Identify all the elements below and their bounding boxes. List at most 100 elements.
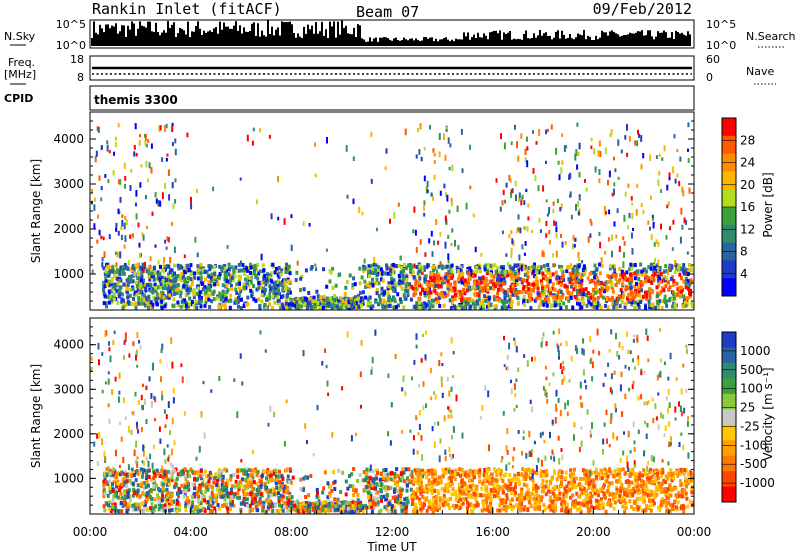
heatmap-cell [305,305,309,310]
heatmap-cell [152,266,156,271]
heatmap-cell [547,296,550,301]
heatmap-cell [435,277,439,282]
heatmap-cell [519,227,522,234]
heatmap-cell [294,278,298,282]
heatmap-cell [464,303,468,308]
heatmap-cell [524,290,528,294]
heatmap-cell [253,268,256,273]
heatmap-cell [603,206,606,210]
heatmap-cell [538,217,541,223]
heatmap-cell [418,265,421,270]
heatmap-cell [242,304,246,308]
heatmap-cell [137,272,141,277]
heatmap-cell [447,137,450,144]
heatmap-cell [653,490,657,495]
heatmap-cell [370,263,374,268]
heatmap-cell [512,278,516,283]
heatmap-cell [604,509,608,514]
heatmap-cell [235,282,239,287]
heatmap-cell [450,269,454,273]
heatmap-cell [663,145,666,152]
heatmap-cell [569,277,573,282]
heatmap-cell [129,267,133,272]
heatmap-cell [624,302,628,306]
heatmap-cell [448,475,452,480]
heatmap-cell [212,480,216,485]
heatmap-cell [649,266,653,271]
heatmap-cell [467,478,471,483]
heatmap-cell [444,241,447,249]
heatmap-cell [597,493,600,498]
heatmap-cell [266,505,270,510]
heatmap-cell [179,490,183,495]
heatmap-cell [423,277,427,282]
heatmap-cell [568,265,571,270]
heatmap-cell [154,297,158,302]
heatmap-cell [392,278,396,283]
heatmap-cell [232,268,236,273]
heatmap-cell [574,280,578,285]
heatmap-cell [251,140,254,146]
heatmap-cell [577,211,580,216]
heatmap-cell [500,133,502,140]
heatmap-cell [589,479,593,484]
heatmap-cell [446,279,450,284]
heatmap-cell [666,476,670,481]
heatmap-cell [175,476,179,481]
heatmap-cell [329,270,333,275]
heatmap-cell [165,157,168,162]
heatmap-cell [512,266,515,271]
heatmap-cell [613,302,617,306]
heatmap-cell [550,303,554,308]
heatmap-cell [311,299,315,304]
heatmap-cell [406,476,409,481]
heatmap-cell [382,291,386,296]
heatmap-cell [407,286,411,290]
heatmap-cell [551,272,555,277]
heatmap-cell [452,304,456,309]
heatmap-cell [152,469,156,474]
heatmap-cell [457,482,461,487]
heatmap-cell [214,281,218,286]
heatmap-cell [183,280,187,285]
heatmap-cell [225,279,229,284]
heatmap-cell [294,296,298,301]
heatmap-cell [598,232,601,236]
heatmap-cell [333,487,337,491]
y-tick-label: 1000 [53,267,84,281]
heatmap-cell [517,227,520,232]
heatmap-cell [436,476,440,481]
heatmap-cell [139,282,143,287]
heatmap-cell [188,296,192,301]
heatmap-cell [407,478,411,483]
heatmap-cell [133,144,136,150]
heatmap-cell [401,273,405,278]
heatmap-cell [463,306,467,310]
heatmap-cell [215,478,219,483]
heatmap-cell [280,283,284,288]
heatmap-cell [633,271,637,276]
heatmap-cell [532,470,536,475]
heatmap-cell [673,269,677,274]
heatmap-cell [534,275,538,280]
heatmap-cell [518,197,520,202]
heatmap-cell [451,474,455,479]
heatmap-cell [418,305,422,310]
heatmap-cell [453,292,457,297]
heatmap-cell [230,491,234,496]
heatmap-cell [137,222,140,228]
heatmap-cell [375,291,379,296]
heatmap-cell [438,292,442,297]
heatmap-cell [176,287,180,292]
heatmap-cell [238,277,242,282]
heatmap-cell [589,302,593,307]
heatmap-cell [148,264,151,269]
heatmap-cell [411,286,415,291]
heatmap-cell [543,288,547,292]
heatmap-cell [192,492,196,497]
heatmap-cell [245,497,249,502]
heatmap-cell [681,224,684,230]
heatmap-cell [486,301,490,306]
heatmap-cell [395,282,399,287]
heatmap-cell [207,503,211,508]
